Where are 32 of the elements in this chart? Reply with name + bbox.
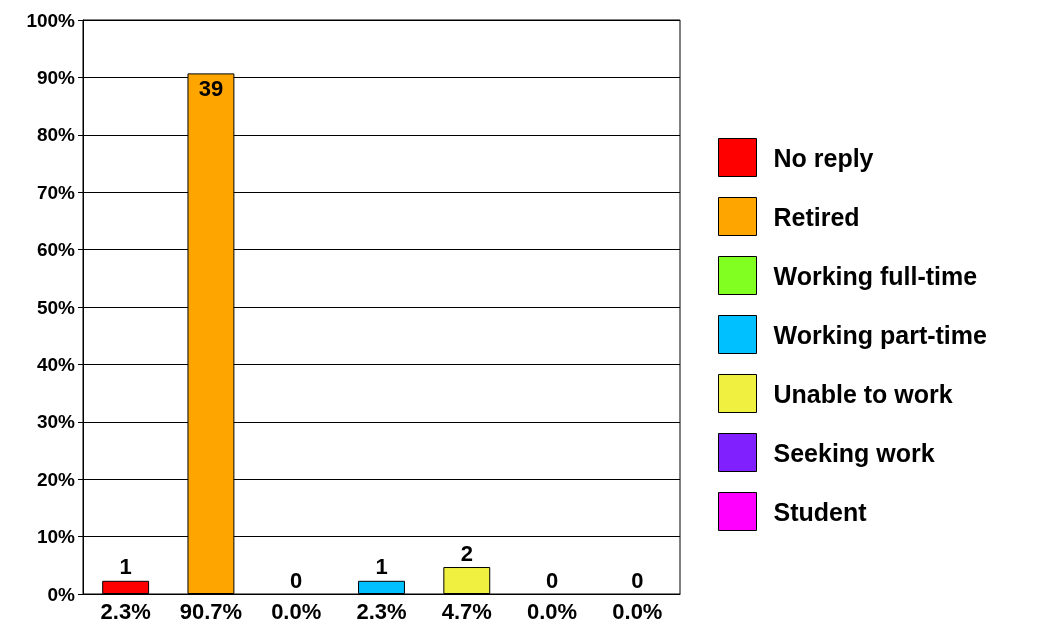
y-tick-label: 70% — [36, 181, 76, 203]
y-tick-label: 40% — [36, 353, 76, 375]
x-tick-label: 0.0% — [271, 598, 322, 624]
y-tick-label: 90% — [36, 66, 76, 88]
y-tick-label: 30% — [36, 411, 76, 433]
legend-label: Unable to work — [773, 379, 953, 408]
y-tick-label: 60% — [36, 239, 76, 261]
x-tick-label: 90.7% — [179, 598, 243, 624]
annotation: 1 — [375, 554, 388, 580]
x-tick-label: 2.3% — [356, 598, 407, 624]
y-tick-label: 50% — [36, 296, 76, 318]
legend-label: Working full-time — [773, 261, 978, 290]
x-tick-label: 0.0% — [612, 598, 663, 624]
x-tick-label: 0.0% — [526, 598, 578, 624]
annotation: 0 — [631, 567, 644, 593]
annotation: 2 — [460, 540, 473, 566]
legend-label: Seeking work — [773, 438, 935, 467]
annotation: 0 — [290, 567, 303, 593]
y-tick-label: 0% — [47, 583, 76, 605]
legend-label: Retired — [773, 202, 860, 231]
y-tick-label: 20% — [36, 468, 76, 490]
y-tick-label: 100% — [26, 9, 76, 31]
legend-label: Working part-time — [773, 320, 988, 349]
x-tick-label: 2.3% — [100, 598, 151, 624]
x-tick-label: 4.7% — [441, 598, 492, 624]
annotation: 1 — [119, 554, 132, 580]
legend-label: No reply — [773, 143, 874, 172]
y-tick-label: 10% — [36, 526, 76, 548]
annotation: 39 — [198, 75, 224, 101]
annotation: 0 — [545, 567, 559, 593]
y-tick-label: 80% — [36, 124, 76, 146]
legend-label: Student — [773, 497, 868, 526]
